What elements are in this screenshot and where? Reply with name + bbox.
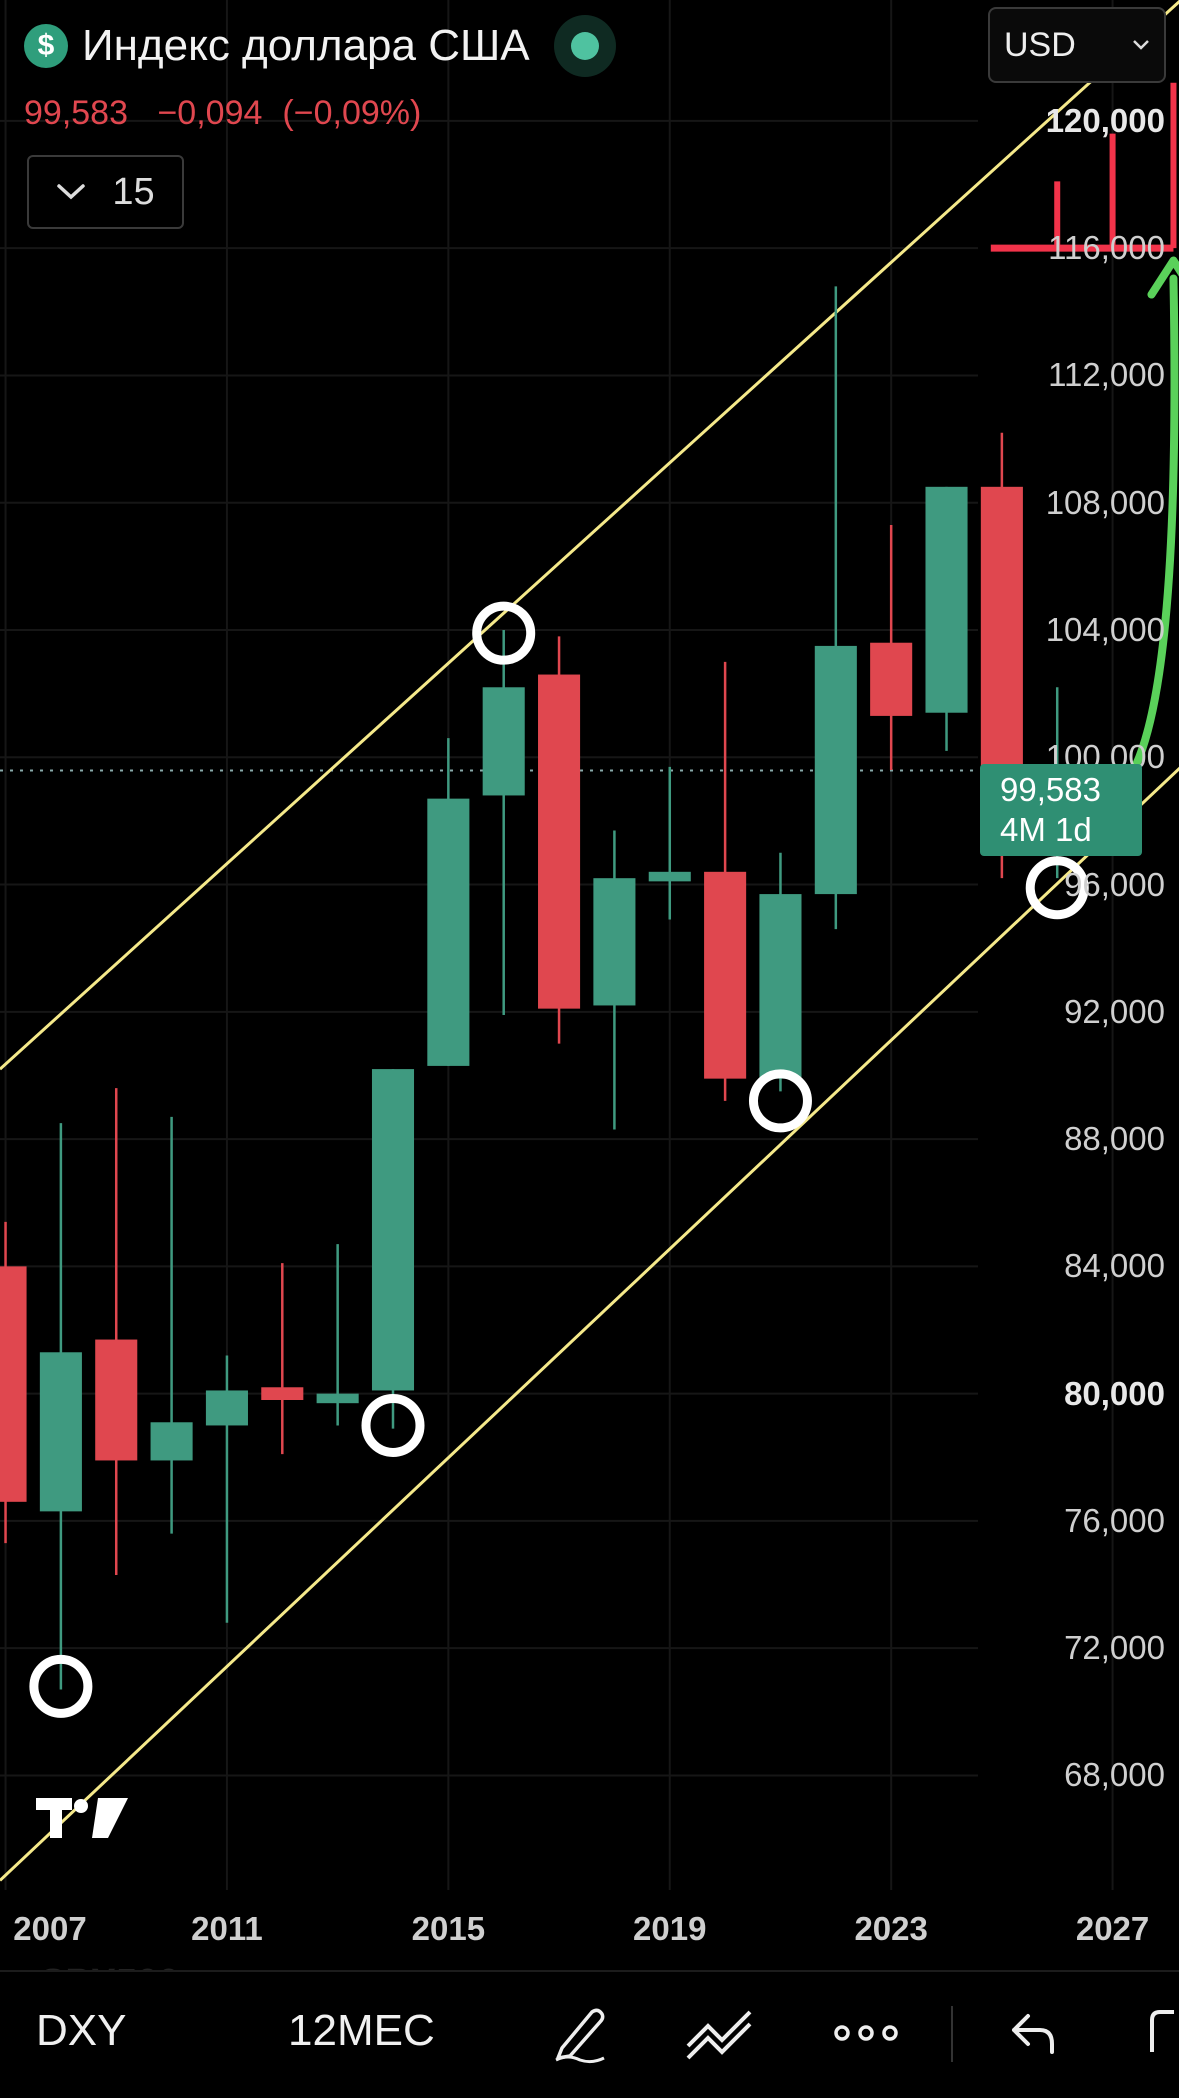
chevron-down-icon <box>57 184 86 200</box>
y-tick-label: 68,000 <box>1064 1756 1165 1794</box>
touch-markers <box>29 601 1089 1718</box>
candle-2014 <box>371 1069 415 1429</box>
touch-marker-circle <box>472 601 536 665</box>
candle-2008 <box>39 1123 82 1690</box>
currency-select[interactable]: USD <box>988 7 1166 83</box>
candle-2017 <box>538 636 581 1044</box>
candle-2015 <box>427 738 470 1066</box>
x-tick-label: 2015 <box>411 1910 486 1947</box>
candle-2023 <box>870 525 913 770</box>
price-change: −0,094 <box>157 94 263 132</box>
price-channel <box>0 0 1179 1882</box>
candle-body <box>980 486 1023 812</box>
bar-countdown: 4M 1d <box>1000 811 1092 848</box>
candle-body <box>925 486 968 713</box>
x-tick-label: 2019 <box>633 1910 707 1947</box>
candle-body <box>371 1069 415 1391</box>
tradingview-logo-icon <box>36 1798 128 1838</box>
currency-value: USD <box>1004 25 1076 64</box>
y-tick-label: 116,000 <box>1048 229 1165 267</box>
candle-body <box>261 1387 304 1400</box>
candle-body <box>0 1266 27 1502</box>
price-row: 99,583 −0,094 (−0,09%) <box>24 94 441 133</box>
candle-2018 <box>593 830 636 1130</box>
more-icon[interactable] <box>832 2002 900 2064</box>
y-tick-label: 112,000 <box>1048 356 1165 394</box>
candles <box>0 286 1079 1690</box>
y-tick-label: 72,000 <box>1064 1629 1165 1667</box>
candle-2020 <box>704 661 747 1101</box>
candle-2010 <box>150 1116 193 1534</box>
candle-2007 <box>0 1221 27 1544</box>
candle-2019 <box>648 766 691 920</box>
candle-body <box>205 1390 248 1426</box>
last-price-value: 99,583 <box>1000 771 1101 808</box>
candle-body <box>814 645 857 895</box>
candle-2012 <box>261 1263 304 1455</box>
y-tick-label: 88,000 <box>1064 1120 1165 1158</box>
candle-body <box>593 878 636 1006</box>
candle-body <box>427 798 470 1066</box>
candle-2022 <box>814 286 857 930</box>
touch-marker-circle <box>361 1393 425 1457</box>
candle-body <box>150 1422 193 1461</box>
candle-body <box>482 687 525 796</box>
candle-body <box>39 1352 82 1512</box>
channel-upper-line <box>0 0 1179 1071</box>
x-tick-label: 2011 <box>191 1910 263 1947</box>
y-tick-label: 96,000 <box>1064 865 1165 903</box>
candle-2013 <box>316 1244 359 1426</box>
x-tick-label: 2027 <box>1075 1910 1150 1947</box>
indicator-toggle-button[interactable]: 15 <box>27 155 184 229</box>
channel-lower-line <box>0 766 1179 1882</box>
candle-body <box>648 871 691 882</box>
price-change-pct: (−0,09%) <box>282 94 422 132</box>
current-price: 99,583 <box>24 94 128 132</box>
candle-2024 <box>925 486 968 751</box>
last-price-tag: 99,583 4M 1d <box>980 764 1142 856</box>
touch-marker-circle <box>1025 856 1089 920</box>
live-status-icon <box>553 15 616 77</box>
symbol-button[interactable]: DXY <box>36 2006 127 2055</box>
bottom-toolbar: DXY 12МЕС <box>0 1970 1179 2098</box>
y-tick-label: 84,000 <box>1064 1247 1165 1285</box>
indicator-count: 15 <box>112 170 155 213</box>
y-tick-label: 104,000 <box>1045 611 1165 648</box>
touch-marker-circle <box>29 1654 93 1718</box>
y-tick-label: 76,000 <box>1064 1501 1165 1539</box>
candle-2009 <box>95 1088 138 1575</box>
trendline-icon[interactable] <box>684 2002 756 2064</box>
candle-body <box>538 674 581 1009</box>
dollar-icon: $ <box>24 24 68 68</box>
candle-2016 <box>482 630 525 1015</box>
y-tick-label: 108,000 <box>1045 483 1165 521</box>
fullscreen-icon[interactable] <box>1146 2002 1179 2064</box>
touch-marker-circle <box>748 1069 812 1133</box>
symbol-name: Индекс доллара США <box>82 21 530 70</box>
candle-body <box>870 642 913 716</box>
candle-2011 <box>205 1355 248 1623</box>
interval-button[interactable]: 12МЕС <box>288 2006 435 2055</box>
candle-body <box>704 871 747 1079</box>
y-tick-label: 120,000 <box>1045 101 1165 139</box>
x-tick-label: 2007 <box>13 1910 87 1947</box>
candle-2021 <box>759 852 802 1092</box>
chevron-down-icon <box>1133 40 1149 50</box>
toolbar-divider <box>951 2006 953 2062</box>
x-tick-label: 2023 <box>854 1910 928 1947</box>
symbol-title[interactable]: $ Индекс доллара США <box>24 15 616 77</box>
green-arrow-head <box>1147 256 1179 299</box>
undo-icon[interactable] <box>1008 2002 1058 2064</box>
y-tick-label: 80,000 <box>1064 1374 1165 1412</box>
candle-body <box>316 1393 359 1404</box>
pencil-icon[interactable] <box>548 2002 610 2064</box>
candle-body <box>759 894 802 1079</box>
candle-body <box>95 1339 138 1461</box>
y-tick-label: 92,000 <box>1064 992 1165 1030</box>
